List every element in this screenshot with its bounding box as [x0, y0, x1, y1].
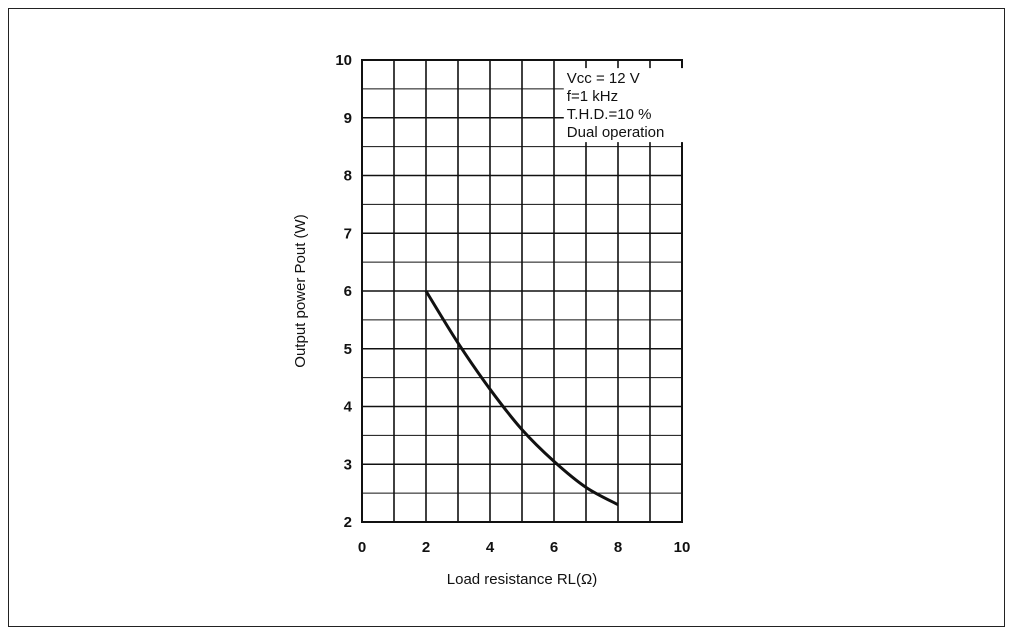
plot-border	[361, 59, 683, 523]
x-tick-labels: 0 2 4 6 8 10	[358, 539, 691, 556]
output-power-curve	[424, 290, 619, 506]
y-tick-label: 9	[344, 110, 352, 127]
y-tick-label: 8	[344, 168, 352, 185]
x-tick-label: 0	[358, 539, 366, 556]
x-tick-label: 2	[422, 539, 430, 556]
annotation-frequency: f=1 kHz	[567, 88, 618, 105]
x-tick-label: 6	[550, 539, 558, 556]
y-axis-label: Output power Pout (W)	[292, 214, 309, 367]
x-axis-label: Load resistance RL(Ω)	[447, 571, 597, 588]
y-tick-label: 7	[344, 225, 352, 242]
x-tick-label: 8	[614, 539, 622, 556]
y-tick-label: 2	[344, 514, 352, 531]
y-tick-label: 3	[344, 456, 352, 473]
annotation-vcc: Vcc = 12 V	[567, 70, 640, 87]
y-tick-label: 6	[344, 283, 352, 300]
annotation-mode: Dual operation	[567, 124, 665, 141]
y-tick-label: 5	[344, 341, 352, 358]
y-tick-label: 4	[344, 399, 353, 416]
figure-frame	[8, 8, 1005, 627]
x-tick-label: 4	[486, 539, 495, 556]
annotation-background	[563, 68, 684, 143]
y-tick-label: 10	[335, 52, 352, 69]
x-tick-label: 10	[674, 539, 691, 556]
annotation-thd: T.H.D.=10 %	[567, 106, 652, 123]
y-tick-labels: 2 3 4 5 6 7 8 9 10	[335, 52, 352, 531]
